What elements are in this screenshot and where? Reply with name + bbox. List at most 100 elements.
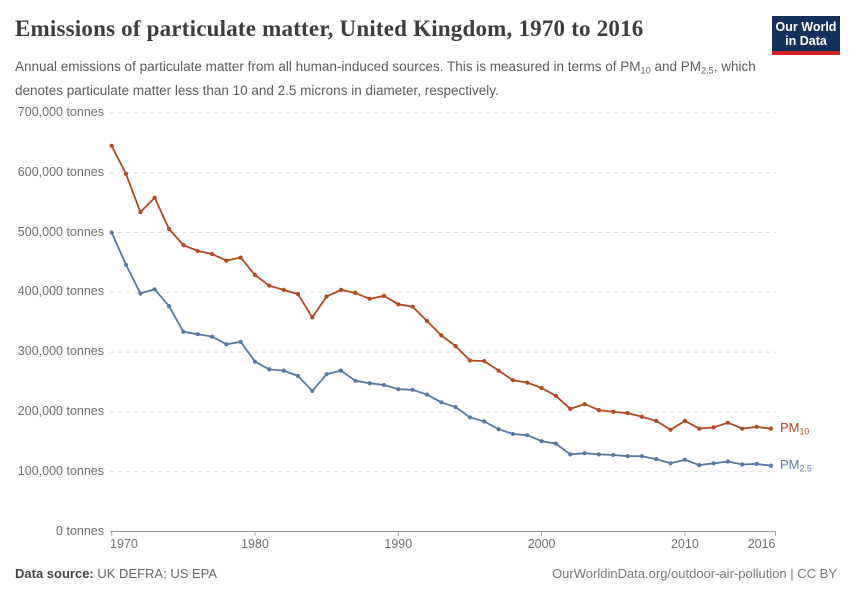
point-PM2.5-1973 xyxy=(152,287,157,292)
point-PM2.5-1972 xyxy=(138,291,143,296)
point-PM2.5-1971 xyxy=(123,262,129,267)
point-PM10-1972 xyxy=(138,210,143,215)
point-PM10-1989 xyxy=(381,293,387,298)
owid-url-link[interactable]: OurWorldinData.org/outdoor-air-pollution… xyxy=(552,566,837,581)
point-PM10-2011 xyxy=(697,426,702,431)
point-PM10-1978 xyxy=(224,258,229,263)
point-PM2.5-2000 xyxy=(539,439,544,444)
point-PM10-1983 xyxy=(295,292,301,297)
point-PM2.5-1992 xyxy=(424,392,430,397)
point-PM2.5-1980 xyxy=(252,359,258,364)
y-axis-label: 600,000 tonnes xyxy=(17,164,104,179)
point-PM10-1971 xyxy=(123,171,129,176)
point-PM10-1982 xyxy=(281,287,286,292)
point-PM2.5-1989 xyxy=(381,382,387,388)
point-PM2.5-2008 xyxy=(654,457,659,462)
point-PM10-1984 xyxy=(310,315,315,320)
point-PM2.5-2009 xyxy=(668,461,673,466)
point-PM10-2016 xyxy=(768,426,774,431)
point-PM2.5-1977 xyxy=(209,334,215,339)
point-PM2.5-2001 xyxy=(553,441,559,446)
point-PM10-1998 xyxy=(510,378,515,383)
point-PM10-2005 xyxy=(611,409,616,414)
point-PM10-1992 xyxy=(424,318,430,324)
x-axis-label: 2000 xyxy=(527,537,556,551)
point-PM2.5-2004 xyxy=(596,452,602,457)
point-PM10-2015 xyxy=(754,424,759,429)
point-PM2.5-1982 xyxy=(281,368,286,373)
point-PM10-2012 xyxy=(711,425,716,430)
point-PM10-1974 xyxy=(166,226,172,231)
point-PM2.5-1985 xyxy=(324,372,329,377)
point-PM10-2010 xyxy=(682,418,688,423)
point-PM10-1980 xyxy=(252,272,258,278)
point-PM10-2000 xyxy=(539,385,544,391)
point-PM2.5-2012 xyxy=(711,461,716,466)
point-PM10-1977 xyxy=(209,251,215,257)
point-PM2.5-2011 xyxy=(697,463,702,468)
point-PM2.5-2010 xyxy=(682,457,688,462)
point-PM10-1988 xyxy=(367,296,372,301)
point-PM10-1991 xyxy=(410,304,415,309)
point-PM10-1975 xyxy=(181,243,186,248)
point-PM2.5-1988 xyxy=(367,381,372,386)
point-PM2.5-1999 xyxy=(525,433,530,438)
text-part: Annual emissions of particulate matter f… xyxy=(15,59,641,74)
point-PM10-2002 xyxy=(568,406,573,411)
point-PM10-1993 xyxy=(439,333,444,338)
point-PM10-2013 xyxy=(725,420,731,425)
point-PM2.5-2015 xyxy=(754,461,759,466)
owid-logo: Our World in Data xyxy=(772,16,840,55)
point-PM2.5-1997 xyxy=(496,427,501,432)
point-PM2.5-2013 xyxy=(725,459,731,464)
point-PM10-1970 xyxy=(109,143,114,148)
point-PM2.5-1995 xyxy=(467,415,472,420)
line-PM10 xyxy=(110,145,772,431)
series-label-PM10: PM10 xyxy=(780,420,809,436)
point-PM10-1995 xyxy=(467,358,472,363)
x-axis-label: 1980 xyxy=(241,537,269,551)
point-PM10-1981 xyxy=(267,283,272,288)
point-PM2.5-1990 xyxy=(396,387,401,392)
point-PM10-1996 xyxy=(482,359,487,364)
subscript-text: 10 xyxy=(799,426,810,437)
point-PM2.5-2006 xyxy=(625,454,630,459)
point-PM2.5-2007 xyxy=(639,454,645,459)
point-PM2.5-1987 xyxy=(353,378,358,383)
point-PM2.5-1976 xyxy=(195,332,200,337)
point-PM2.5-1983 xyxy=(295,373,301,379)
point-PM2.5-1996 xyxy=(482,419,487,424)
point-PM2.5-1978 xyxy=(224,342,229,347)
point-PM2.5-1998 xyxy=(510,431,515,437)
point-PM2.5-1981 xyxy=(267,367,272,372)
point-PM10-2009 xyxy=(668,427,673,432)
owid-logo-line1: Our World xyxy=(775,20,837,34)
point-PM10-1990 xyxy=(396,302,401,307)
text-part: , which denotes particulate matter less … xyxy=(15,59,756,98)
subscript-text: 2.5 xyxy=(701,65,714,76)
y-axis-label: 100,000 tonnes xyxy=(17,463,104,478)
y-axis-label: 200,000 tonnes xyxy=(17,403,104,418)
point-PM2.5-1994 xyxy=(453,405,458,410)
point-PM10-1997 xyxy=(496,368,501,373)
data-source-value: UK DEFRA; US EPA xyxy=(93,566,218,581)
point-PM2.5-2002 xyxy=(568,452,573,457)
chart-subtitle: Annual emissions of particulate matter f… xyxy=(15,57,767,101)
point-PM10-2004 xyxy=(596,408,602,413)
x-axis-label: 2016 xyxy=(747,537,776,551)
point-PM2.5-1975 xyxy=(181,329,186,334)
y-axis-label: 0 tonnes xyxy=(56,523,104,538)
text-part: and PM xyxy=(650,59,701,74)
point-PM2.5-1970 xyxy=(109,230,114,235)
series-label-PM2.5: PM2.5 xyxy=(780,457,812,473)
point-PM2.5-2003 xyxy=(582,451,587,456)
point-PM2.5-2016 xyxy=(768,463,774,468)
point-PM10-2006 xyxy=(625,411,630,416)
point-PM10-1987 xyxy=(353,290,358,295)
x-axis-label: 1970 xyxy=(110,537,138,551)
point-PM10-1979 xyxy=(238,255,243,260)
point-PM2.5-1991 xyxy=(410,387,415,392)
point-PM10-1976 xyxy=(195,248,200,254)
